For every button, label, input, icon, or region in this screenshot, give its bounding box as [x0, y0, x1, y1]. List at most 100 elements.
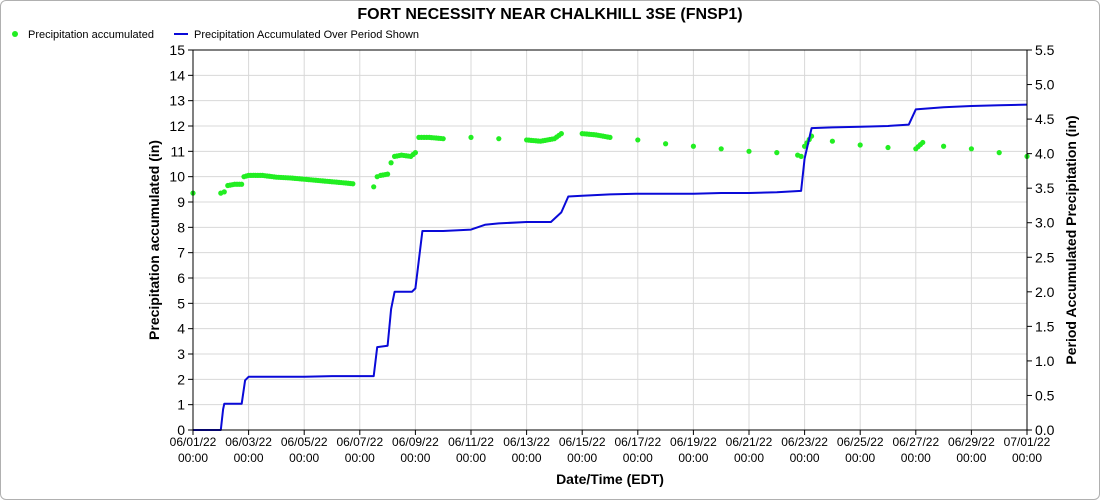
plot-area-border: [192, 49, 1028, 431]
y-tick-label-left: 4: [177, 321, 185, 337]
data-point: [690, 143, 697, 149]
y-tick-label-right: 2.5: [1035, 249, 1055, 265]
data-point: [607, 134, 613, 140]
data-point: [412, 150, 418, 156]
data-point: [746, 148, 752, 154]
x-tick-label-date: 06/05/22: [281, 435, 328, 449]
data-point: [774, 150, 780, 156]
data-point: [388, 160, 394, 166]
x-tick-label-date: 06/07/22: [336, 435, 383, 449]
x-tick-label-date: 06/15/22: [559, 435, 606, 449]
data-point: [468, 134, 474, 140]
legend-dot-icon: [12, 31, 18, 37]
y-tick-label-left: 9: [177, 194, 185, 210]
data-point: [920, 139, 926, 146]
data-point: [440, 136, 446, 142]
data-point: [798, 153, 804, 159]
x-tick-label-date: 06/03/22: [225, 435, 272, 449]
x-tick-label-time: 00:00: [956, 451, 986, 465]
y-tick-label-left: 6: [177, 270, 185, 286]
y-tick-label-right: 3.5: [1035, 180, 1055, 196]
x-tick-label-date: 06/27/22: [892, 435, 939, 449]
legend-label-period: Precipitation Accumulated Over Period Sh…: [194, 29, 419, 41]
x-tick-label-date: 06/19/22: [670, 435, 717, 449]
y-tick-label-left: 15: [169, 42, 185, 58]
y-tick-label-left: 2: [177, 371, 185, 387]
x-tick-label-time: 00:00: [400, 451, 430, 465]
y-tick-label-left: 8: [177, 219, 185, 235]
y-tick-label-right: 5.0: [1035, 77, 1055, 93]
y-tick-label-right: 1.0: [1035, 353, 1055, 369]
y-tick-label-left: 1: [177, 397, 185, 413]
x-tick-label-time: 00:00: [790, 451, 820, 465]
data-point: [371, 184, 377, 190]
data-point: [221, 189, 227, 195]
data-point: [350, 181, 356, 187]
x-tick-label-date: 06/29/22: [948, 435, 995, 449]
data-point: [496, 136, 502, 142]
legend: Precipitation accumulated Precipitation …: [12, 29, 419, 41]
y-tick-label-right: 4.5: [1035, 111, 1055, 127]
y-axis-label-left: Precipitation accumulated (in): [146, 140, 162, 340]
series-layer: [190, 103, 1030, 431]
x-tick-label-date: 07/01/22: [1004, 435, 1051, 449]
x-tick-label-time: 00:00: [678, 451, 708, 465]
y-tick-label-left: 3: [177, 346, 185, 362]
y-tick-label-right: 4.0: [1035, 146, 1055, 162]
data-point: [857, 142, 863, 148]
data-point: [663, 141, 669, 147]
x-tick-label-time: 00:00: [234, 451, 264, 465]
legend-label-accumulated: Precipitation accumulated: [28, 29, 154, 41]
x-tick-label-date: 06/01/22: [170, 435, 217, 449]
y-axis-label-right: Period Accumulated Precipitation (in): [1063, 115, 1079, 364]
x-tick-label-date: 06/23/22: [781, 435, 828, 449]
data-point: [239, 181, 245, 187]
data-point: [718, 146, 724, 152]
x-tick-label-date: 06/11/22: [448, 435, 494, 449]
x-tick-label-time: 00:00: [901, 451, 931, 465]
grid: [192, 49, 1028, 431]
x-tick-label-time: 00:00: [512, 451, 542, 465]
x-tick-label-date: 06/17/22: [614, 435, 661, 449]
x-tick-label-time: 00:00: [623, 451, 653, 465]
x-tick-label-time: 00:00: [734, 451, 764, 465]
data-point: [385, 171, 391, 177]
x-tick-label-time: 00:00: [456, 451, 486, 465]
y-tick-label-right: 0.5: [1035, 387, 1055, 403]
data-point: [635, 137, 641, 143]
y-tick-label-left: 7: [177, 245, 185, 261]
x-tick-label-date: 06/21/22: [726, 435, 773, 449]
data-point: [829, 138, 836, 144]
y-tick-label-right: 0.0: [1035, 422, 1055, 438]
x-tick-label-time: 00:00: [345, 451, 375, 465]
y-tick-label-left: 13: [169, 93, 185, 109]
x-tick-label-time: 00:00: [567, 451, 597, 465]
data-point: [941, 143, 947, 149]
chart-title: FORT NECESSITY NEAR CHALKHILL 3SE (FNSP1…: [357, 6, 742, 23]
x-tick-label-time: 00:00: [289, 451, 319, 465]
y-tick-label-left: 0: [177, 422, 185, 438]
data-point: [968, 146, 975, 152]
axes: 01234567891011121314150.00.51.01.52.02.5…: [169, 42, 1054, 465]
x-tick-label-time: 00:00: [178, 451, 208, 465]
y-tick-label-left: 12: [169, 118, 185, 134]
y-tick-label-right: 3.0: [1035, 215, 1055, 231]
y-tick-label-right: 2.0: [1035, 284, 1055, 300]
y-tick-label-right: 5.5: [1035, 42, 1055, 58]
x-tick-label-date: 06/25/22: [837, 435, 884, 449]
series-line-period-accumulated: [193, 103, 1028, 431]
y-tick-label-left: 11: [170, 143, 185, 159]
data-point: [996, 150, 1002, 156]
y-tick-label-left: 5: [177, 295, 185, 311]
x-tick-label-date: 06/13/22: [503, 435, 550, 449]
x-axis-label: Date/Time (EDT): [556, 471, 664, 487]
y-tick-label-right: 1.5: [1035, 318, 1055, 334]
series-dots-accumulated: [190, 131, 1030, 196]
y-tick-label-left: 14: [169, 67, 185, 83]
y-tick-label-left: 10: [169, 169, 185, 185]
data-point: [885, 144, 891, 151]
x-tick-label-time: 00:00: [1012, 451, 1042, 465]
x-tick-label-date: 06/09/22: [392, 435, 439, 449]
x-tick-label-time: 00:00: [845, 451, 875, 465]
